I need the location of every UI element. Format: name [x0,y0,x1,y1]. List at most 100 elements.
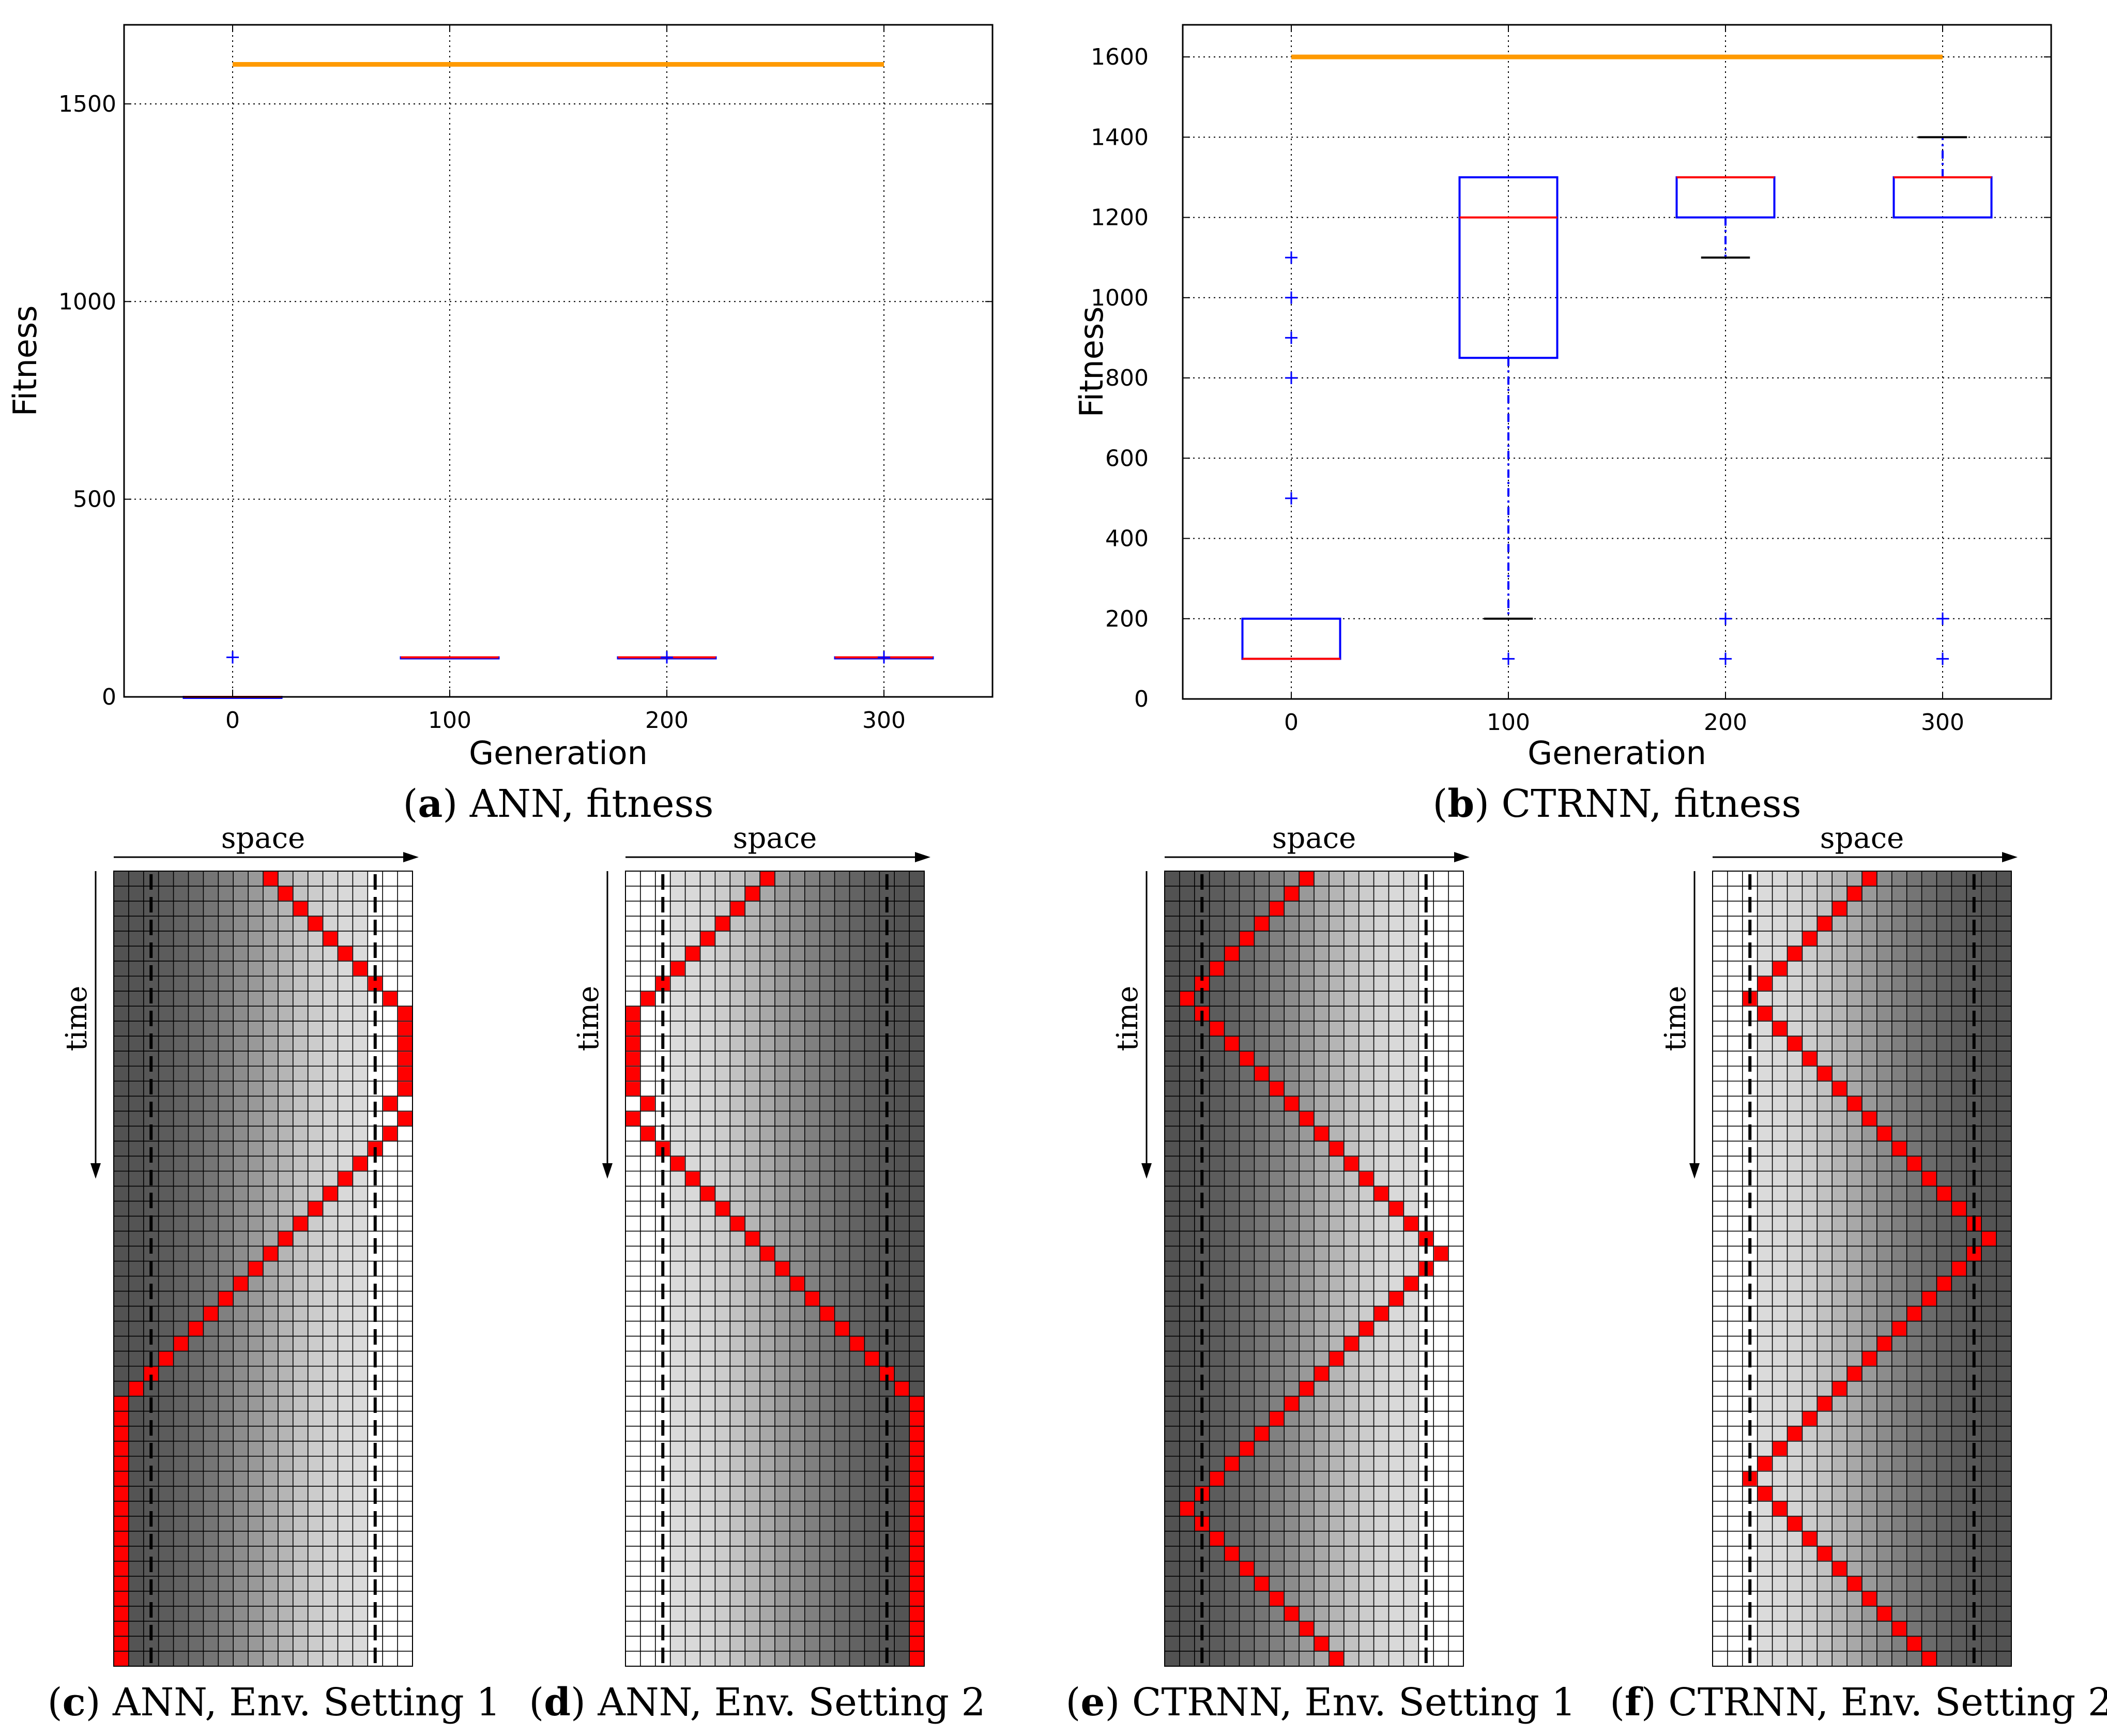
caption-letter: f [1625,1680,1643,1725]
outlier-marker [1936,612,1949,625]
agent-position [1344,1336,1358,1351]
shade-column [128,871,144,1666]
agent-position [626,1052,640,1066]
time-label: time [60,986,94,1052]
y-tick-label: 1000 [58,288,116,315]
agent-position [1270,1411,1284,1426]
agent-position [910,1546,924,1561]
agent-position [626,1067,640,1081]
plot-frame [123,24,994,698]
shade-column [1862,871,1877,1666]
boxplot-gen-100 [400,656,500,660]
shade-column [1254,871,1270,1666]
space-arrowhead [403,852,419,862]
agent-position [670,962,685,976]
agent-position [1773,1022,1787,1036]
agent-position [1818,917,1832,931]
agent-position [1210,1022,1224,1036]
outlier-marker [1285,251,1297,264]
shade-column [1388,871,1404,1666]
caption-text: ANN, fitness [469,782,714,826]
agent-position [1329,1651,1343,1666]
agent-position [1773,1441,1787,1456]
space-label: space [1820,821,1904,855]
agent-position [1255,1426,1269,1441]
shade-column [188,871,204,1666]
x-tick-label: 0 [225,707,240,734]
outlier-marker [1502,652,1515,665]
agent-position [159,1351,173,1366]
agent-position [910,1501,924,1516]
shade-column [383,871,398,1666]
agent-position [910,1531,924,1546]
panel-ann-fitness: 0 100 200 300 0 500 1000 1500 Generation Fitnes… [6,24,994,826]
agent-position [1225,1546,1239,1561]
agent-position [640,1126,655,1141]
agent-position [1773,962,1787,976]
time-arrowhead [602,1163,613,1179]
agent-position [383,992,398,1006]
shade-column [715,871,730,1666]
agent-position [910,1621,924,1636]
diagram-frame [625,871,925,1667]
boxplot-gen-300 [834,651,934,664]
outlier-marker [878,651,890,664]
caption-text: CTRNN, Env. Setting 1 [1132,1680,1576,1725]
agent-position [264,872,278,886]
space-arrowhead [1454,852,1470,862]
time-label: time [1659,986,1692,1052]
agent-position [1344,1156,1358,1171]
panel-ctrnn-fitness: 0 100 200 30002004006008001000120014001600 … [1073,24,2052,826]
agent-position [1255,1576,1269,1591]
agent-position [114,1621,128,1636]
shade-column [1269,871,1285,1666]
shade-column [353,871,368,1666]
agent-position [1434,1246,1448,1261]
shade-column [278,871,294,1666]
agent-position [910,1396,924,1411]
agent-position [745,1231,760,1246]
shade-column [834,871,850,1666]
boxplot-gen-200 [1675,176,1776,665]
shade-column [1209,871,1225,1666]
shade-column [849,871,865,1666]
diagram-frame [1164,871,1464,1667]
panel-ann-env-setting-1: space time (c) ANN, Env. Setting 1 [48,821,501,1725]
agent-position [114,1636,128,1651]
agent-position [1803,1411,1817,1426]
caption-text: CTRNN, Env. Setting 2 [1668,1680,2107,1725]
grid-lines [625,871,925,1667]
y-tick-label: 200 [1105,606,1149,632]
y-tick-label: 1400 [1091,124,1149,150]
grid [124,25,993,697]
agent-position [1892,1621,1906,1636]
agent-position [1862,1111,1876,1126]
shade-column [1165,871,1180,1666]
y-tick-label: 1000 [1091,285,1149,311]
agent-position [308,1201,323,1216]
agent-position [835,1321,849,1336]
agent-position [670,1156,685,1171]
x-tick-label: 200 [645,707,689,734]
agent-position [910,1471,924,1486]
agent-position [1803,1531,1817,1546]
caption-text: ANN, Env. Setting 2 [597,1680,985,1725]
agent-position [1180,992,1194,1006]
agent-position [1389,1291,1403,1306]
shade-column [398,871,413,1666]
y-tick-label: 400 [1105,526,1149,552]
shade-column [1179,871,1195,1666]
agent-position [805,1291,819,1306]
agent-position [1404,1276,1418,1291]
agent-position [685,947,700,961]
shade-column [1906,871,1922,1666]
boxplot-gen-200 [617,651,717,664]
shade-column [700,871,715,1666]
agent-position [234,1276,248,1291]
shade-column [323,871,338,1666]
agent-position [1300,1111,1314,1126]
agent-position [114,1576,128,1591]
agent-position [775,1261,789,1276]
shade-column [173,871,189,1666]
caption: (b) CTRNN, fitness [1432,782,1801,826]
